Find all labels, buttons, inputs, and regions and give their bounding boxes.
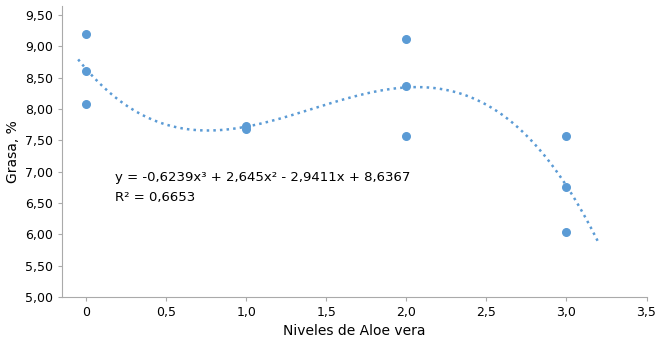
- Point: [561, 184, 572, 190]
- Point: [81, 32, 91, 37]
- Point: [241, 126, 252, 132]
- Point: [401, 84, 412, 89]
- Text: R² = 0,6653: R² = 0,6653: [115, 191, 195, 204]
- Y-axis label: Grasa, %: Grasa, %: [5, 120, 20, 183]
- Point: [561, 229, 572, 235]
- Point: [401, 133, 412, 139]
- Point: [401, 36, 412, 42]
- Point: [241, 124, 252, 129]
- Point: [561, 133, 572, 139]
- Text: y = -0,6239x³ + 2,645x² - 2,9411x + 8,6367: y = -0,6239x³ + 2,645x² - 2,9411x + 8,63…: [115, 171, 410, 184]
- X-axis label: Niveles de Aloe vera: Niveles de Aloe vera: [283, 324, 426, 338]
- Point: [81, 101, 91, 107]
- Point: [81, 68, 91, 74]
